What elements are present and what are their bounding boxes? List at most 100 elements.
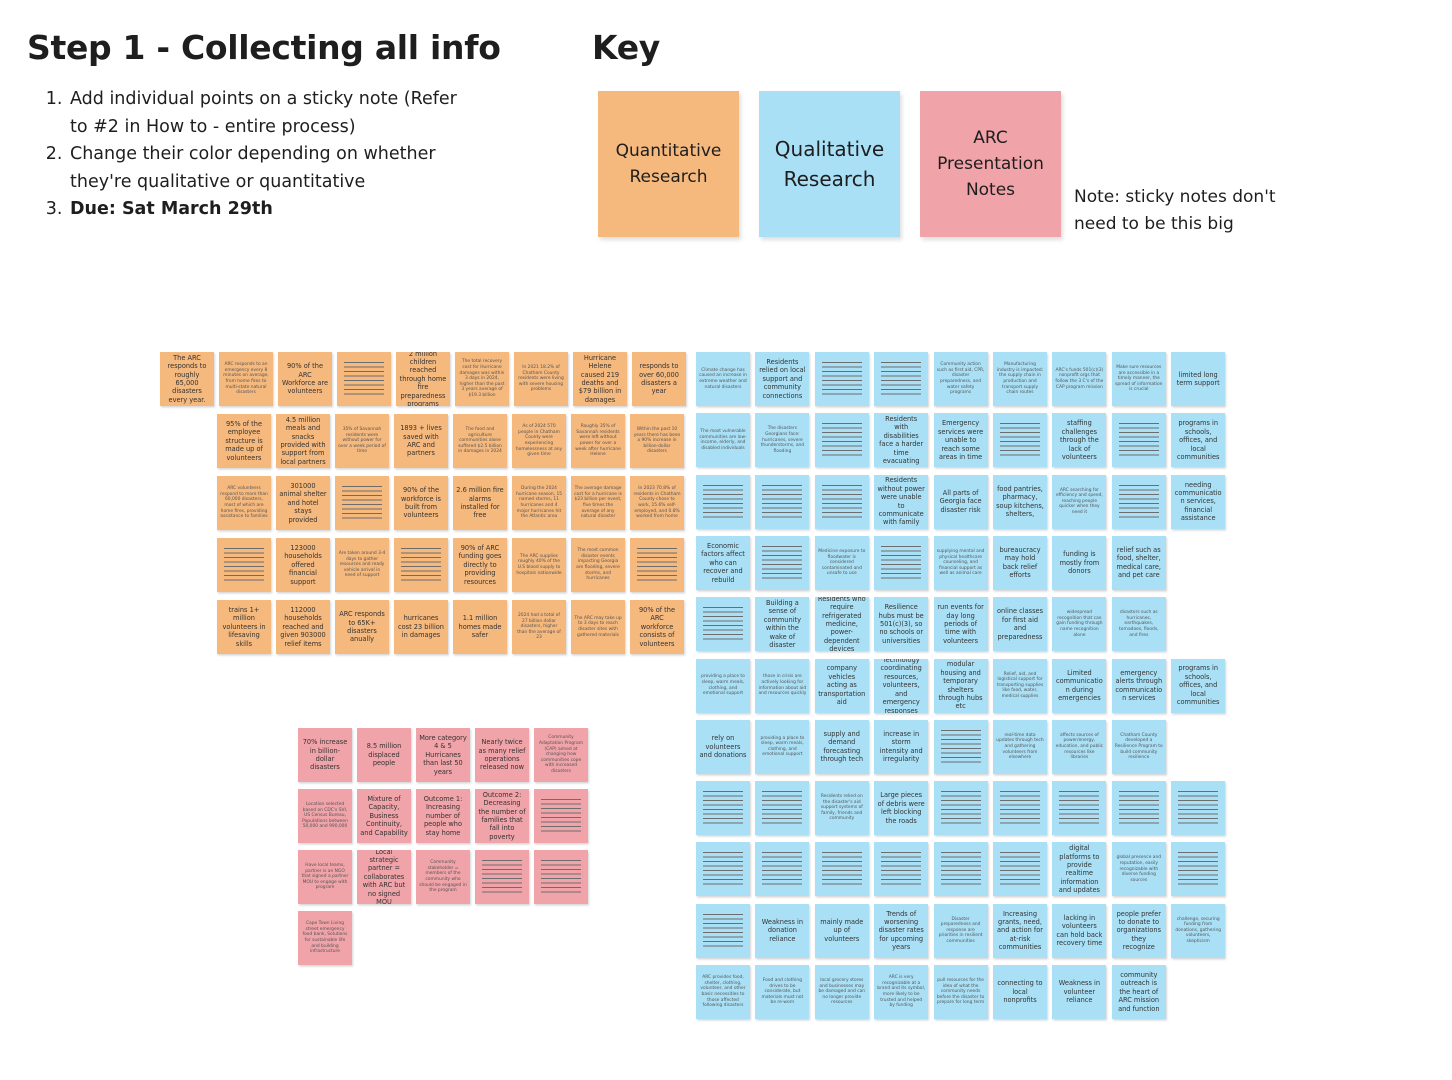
qualitative-sticky[interactable]: All parts of Georgia face disaster risk bbox=[933, 474, 988, 529]
qualitative-sticky[interactable] bbox=[1111, 781, 1166, 836]
qualitative-sticky[interactable]: people prefer to donate to organizations… bbox=[1111, 903, 1166, 958]
qualitative-sticky[interactable]: Chatham County developed a Resilience Pr… bbox=[1111, 719, 1166, 774]
quantitative-sticky[interactable]: 1893 + lives saved with ARC and partners bbox=[394, 414, 448, 468]
quantitative-sticky[interactable]: The food and agriculture communities alo… bbox=[453, 414, 507, 468]
qualitative-sticky[interactable]: local grocery stores and businesses may … bbox=[814, 965, 869, 1019]
quantitative-sticky[interactable]: 2 million children reached through home … bbox=[396, 352, 450, 406]
qualitative-sticky[interactable] bbox=[1111, 413, 1166, 468]
qualitative-sticky[interactable]: lacking in volunteers can hold back reco… bbox=[1052, 903, 1107, 958]
key-qualitative-sticky[interactable]: Qualitative Research bbox=[759, 91, 900, 237]
arc-note-sticky[interactable]: Local strategic partner = collaborates w… bbox=[357, 850, 411, 904]
qualitative-sticky[interactable] bbox=[874, 535, 929, 590]
qualitative-sticky[interactable]: ARC provides food, shelter, clothing, vo… bbox=[696, 965, 750, 1019]
arc-note-sticky[interactable] bbox=[475, 850, 529, 904]
qualitative-sticky[interactable]: increase in storm intensity and irregula… bbox=[874, 719, 929, 774]
quantitative-sticky[interactable]: hurricanes cost 23 billion in damages bbox=[394, 600, 448, 654]
qualitative-sticky[interactable]: modular housing and temporary shelters t… bbox=[933, 658, 988, 713]
quantitative-sticky[interactable]: ARC responds to an emergency every 8 min… bbox=[219, 352, 273, 406]
qualitative-sticky[interactable] bbox=[696, 903, 750, 958]
qualitative-sticky[interactable]: The disasters Georgians face: hurricanes… bbox=[755, 413, 810, 468]
quantitative-sticky[interactable]: 35% of Savannah residents were without p… bbox=[335, 414, 389, 468]
quantitative-sticky[interactable] bbox=[217, 538, 271, 592]
qualitative-sticky[interactable]: Relief, aid, and logistical support for … bbox=[993, 658, 1047, 713]
qualitative-sticky[interactable]: online classes for first aid and prepare… bbox=[993, 597, 1047, 652]
qualitative-sticky[interactable] bbox=[1171, 842, 1226, 897]
qualitative-sticky[interactable] bbox=[814, 842, 869, 897]
qualitative-sticky[interactable]: Increasing grants, need, and action for … bbox=[993, 903, 1047, 958]
arc-note-sticky[interactable]: Have local teams, partner is an NGO that… bbox=[298, 850, 352, 904]
qualitative-sticky[interactable] bbox=[814, 352, 869, 406]
arc-note-sticky[interactable]: 8.5 million displaced people bbox=[357, 728, 411, 782]
qualitative-sticky[interactable]: Residents relied on local support and co… bbox=[755, 352, 810, 406]
qualitative-sticky[interactable]: food pantries, pharmacy, soup kitchens, … bbox=[993, 474, 1047, 529]
arc-note-sticky[interactable]: More category 4 & 5 Hurricanes than last… bbox=[416, 728, 470, 782]
qualitative-sticky[interactable] bbox=[933, 842, 988, 897]
qualitative-sticky[interactable]: affects sources of power/energy, educati… bbox=[1052, 719, 1107, 774]
arc-note-sticky[interactable]: Nearly twice as many relief operations r… bbox=[475, 728, 529, 782]
qualitative-sticky[interactable]: ARC's funds 501(c)(3) nonprofit orgs tha… bbox=[1052, 352, 1107, 406]
qualitative-sticky[interactable]: Residents without power were unable to c… bbox=[874, 474, 929, 529]
qualitative-sticky[interactable]: Limited communication during emergencies bbox=[1052, 658, 1107, 713]
qualitative-sticky[interactable] bbox=[755, 535, 810, 590]
qualitative-sticky[interactable]: Weakness in volunteer reliance bbox=[1052, 965, 1107, 1019]
quantitative-sticky[interactable]: 301000 animal shelter and hotel stays pr… bbox=[276, 476, 330, 530]
quantitative-sticky[interactable]: 2.6 million fire alarms installed for fr… bbox=[453, 476, 507, 530]
qualitative-sticky[interactable] bbox=[993, 413, 1047, 468]
qualitative-sticky[interactable]: global presence and reputation, easily r… bbox=[1111, 842, 1166, 897]
qualitative-sticky[interactable]: funding is mostly from donors bbox=[1052, 535, 1107, 590]
qualitative-sticky[interactable] bbox=[755, 781, 810, 836]
qualitative-sticky[interactable]: supply and demand forecasting through te… bbox=[814, 719, 869, 774]
quantitative-sticky[interactable]: The total recovery cost for Hurricane da… bbox=[455, 352, 509, 406]
qualitative-sticky[interactable]: pull resources for the idea of what the … bbox=[933, 965, 988, 1019]
qualitative-sticky[interactable] bbox=[696, 842, 750, 897]
qualitative-sticky[interactable]: Technology coordinating resources, volun… bbox=[874, 658, 929, 713]
quantitative-sticky[interactable]: In 2023 70.8% of residents in Chatham Co… bbox=[630, 476, 684, 530]
quantitative-sticky[interactable]: The ARC responds to roughly 65,000 disas… bbox=[160, 352, 214, 406]
quantitative-sticky[interactable]: ARC volunteers respond to more than 60,0… bbox=[217, 476, 271, 530]
arc-note-sticky[interactable]: Location selected based on CDC's SVI, US… bbox=[298, 789, 352, 843]
qualitative-sticky[interactable]: Trends of worsening disaster rates for u… bbox=[874, 903, 929, 958]
qualitative-sticky[interactable]: real-time data updates through tech and … bbox=[993, 719, 1047, 774]
arc-note-sticky[interactable]: Mixture of Capacity, Business Continuity… bbox=[357, 789, 411, 843]
qualitative-sticky[interactable]: Medicine exposure to floodwater is consi… bbox=[814, 535, 869, 590]
qualitative-sticky[interactable]: digital platforms to provide realtime in… bbox=[1052, 842, 1107, 897]
quantitative-sticky[interactable]: 1.1 million homes made safer bbox=[453, 600, 507, 654]
qualitative-sticky[interactable]: run events for day long periods of time … bbox=[933, 597, 988, 652]
quantitative-sticky[interactable]: Roughly 35% of Savannah residents were l… bbox=[571, 414, 625, 468]
qualitative-sticky[interactable]: bureaucracy may hold back relief efforts bbox=[993, 535, 1047, 590]
qualitative-sticky[interactable] bbox=[696, 597, 750, 652]
arc-note-sticky[interactable]: Community stakeholder = members of the c… bbox=[416, 850, 470, 904]
quantitative-sticky[interactable]: The average damage cost for a hurricane … bbox=[571, 476, 625, 530]
qualitative-sticky[interactable]: Residents who require refrigerated medic… bbox=[814, 597, 869, 652]
qualitative-sticky[interactable]: Large pieces of debris were left blockin… bbox=[874, 781, 929, 836]
qualitative-sticky[interactable]: community outreach is the heart of ARC m… bbox=[1111, 965, 1166, 1019]
qualitative-sticky[interactable]: mainly made up of volunteers bbox=[814, 903, 869, 958]
qualitative-sticky[interactable]: Community action such as first aid, CPR,… bbox=[933, 352, 988, 406]
quantitative-sticky[interactable]: 90% of the workforce is built from volun… bbox=[394, 476, 448, 530]
qualitative-sticky[interactable]: Manufacturing industry is impacted: the … bbox=[993, 352, 1047, 406]
qualitative-sticky[interactable]: Weakness in donation reliance bbox=[755, 903, 810, 958]
qualitative-sticky[interactable] bbox=[755, 842, 810, 897]
quantitative-sticky[interactable]: ARC responds to 65K+ disasters anually bbox=[335, 600, 389, 654]
arc-note-sticky[interactable] bbox=[534, 789, 588, 843]
qualitative-sticky[interactable]: Food and clothing drives to be considera… bbox=[755, 965, 810, 1019]
qualitative-sticky[interactable] bbox=[993, 781, 1047, 836]
quantitative-sticky[interactable]: The ARC may take up to 3 days to reach d… bbox=[571, 600, 625, 654]
quantitative-sticky[interactable] bbox=[394, 538, 448, 592]
quantitative-sticky[interactable]: During the 2024 hurricane season, 15 nam… bbox=[512, 476, 566, 530]
qualitative-sticky[interactable]: emergency alerts through communication s… bbox=[1111, 658, 1166, 713]
qualitative-sticky[interactable] bbox=[933, 719, 988, 774]
qualitative-sticky[interactable]: challenge, securing funding from donatio… bbox=[1171, 903, 1226, 958]
key-quantitative-sticky[interactable]: Quantitative Research bbox=[598, 91, 739, 237]
quantitative-sticky[interactable]: Are taken around 3-4 days to gather reso… bbox=[335, 538, 389, 592]
qualitative-sticky[interactable] bbox=[1052, 781, 1107, 836]
qualitative-sticky[interactable]: Disaster preparedness and response are p… bbox=[933, 903, 988, 958]
qualitative-sticky[interactable] bbox=[696, 781, 750, 836]
qualitative-sticky[interactable]: Make sure resources are accessible in a … bbox=[1111, 352, 1166, 406]
qualitative-sticky[interactable] bbox=[993, 842, 1047, 897]
arc-note-sticky[interactable]: Outcome 1: Increasing number of people w… bbox=[416, 789, 470, 843]
quantitative-sticky[interactable]: Hurricane Helene caused 219 deaths and $… bbox=[573, 352, 627, 406]
quantitative-sticky[interactable]: 90% of the ARC workforce consists of vol… bbox=[630, 600, 684, 654]
arc-note-sticky[interactable]: Community Adaptation Program (CAP) aimed… bbox=[534, 728, 588, 782]
qualitative-sticky[interactable]: Resilience hubs must be 501(c)(3), so no… bbox=[874, 597, 929, 652]
